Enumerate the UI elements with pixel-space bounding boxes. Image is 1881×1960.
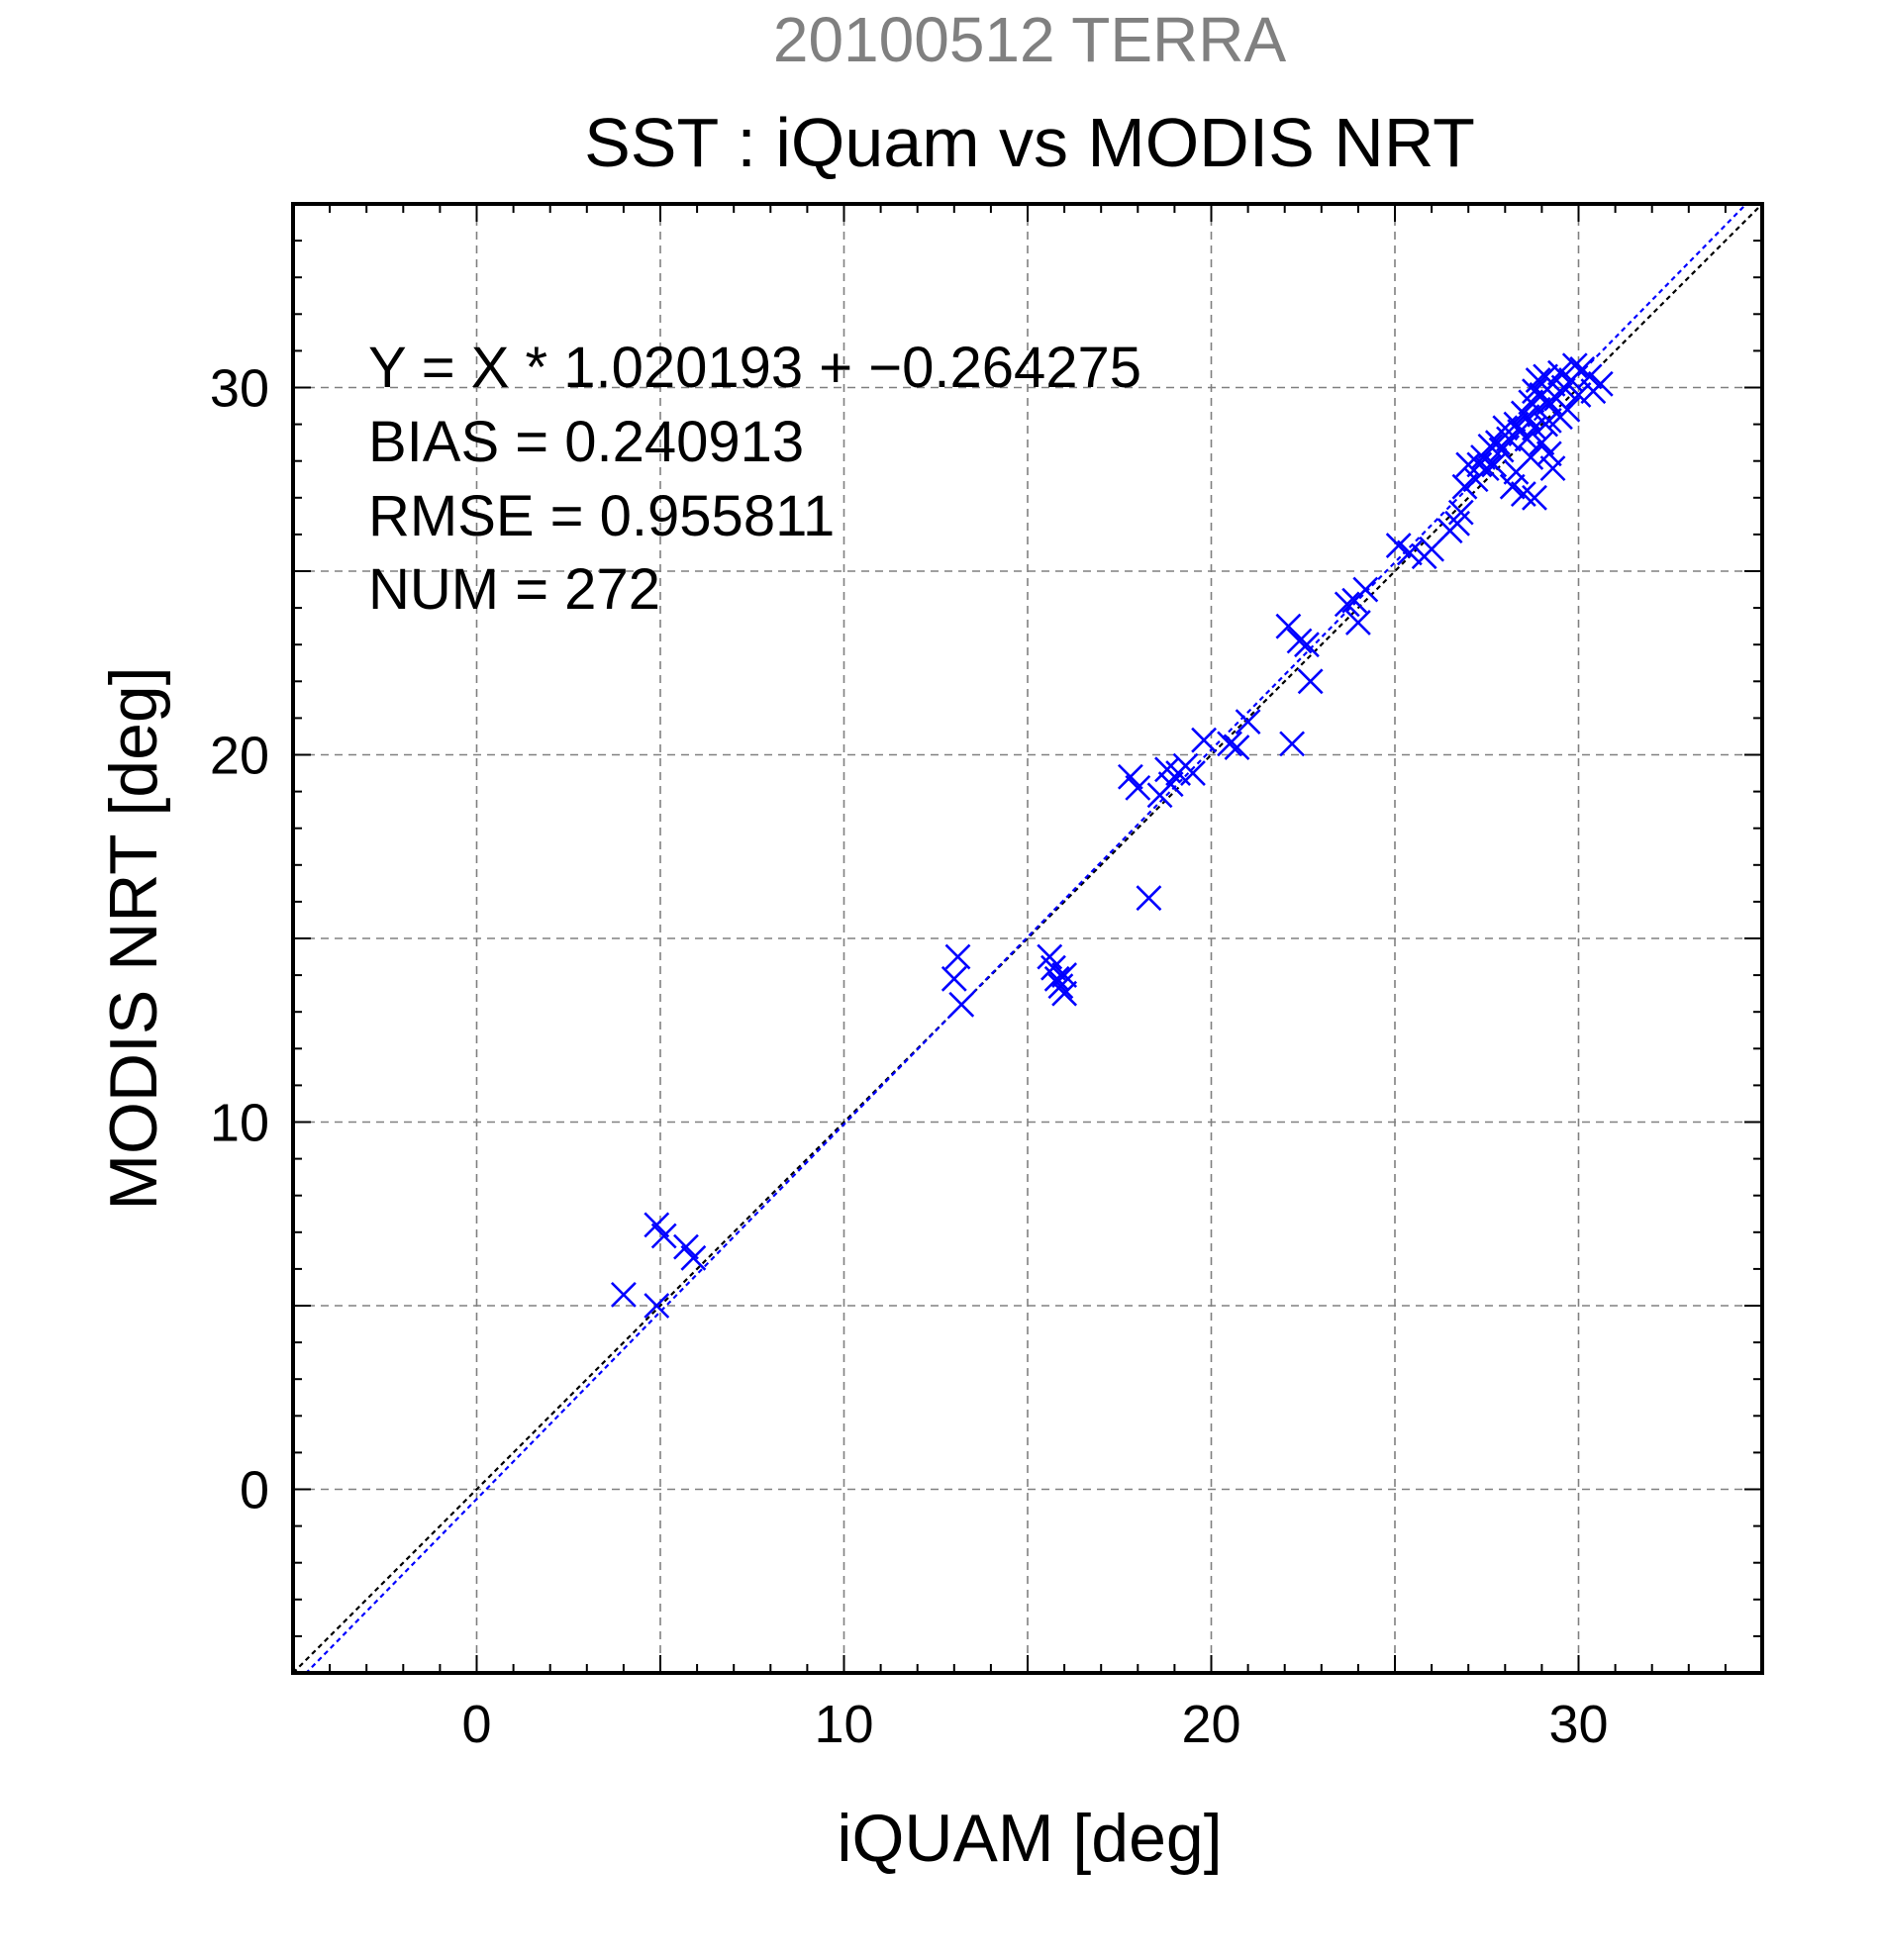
scatter-point — [1051, 980, 1078, 1007]
x-axis-label: iQUAM [deg] — [837, 1801, 1222, 1876]
stats-line-2: BIAS = 0.240913 — [368, 410, 804, 474]
scatter-point — [650, 1223, 677, 1249]
fit-line — [304, 204, 1748, 1673]
scatter-point — [1535, 407, 1562, 434]
scatter-point — [1576, 363, 1603, 390]
x-tick-label: 20 — [1181, 1695, 1240, 1754]
scatter-point — [680, 1244, 707, 1271]
scatter-point — [1396, 539, 1423, 566]
scatter-point — [1051, 962, 1078, 989]
scatter-point — [1235, 709, 1261, 735]
y-tick-label: 0 — [240, 1461, 269, 1520]
scatter-point — [1352, 576, 1379, 603]
scatter-point — [1344, 610, 1371, 636]
y-tick-label: 30 — [210, 359, 269, 419]
y-tick-label: 10 — [210, 1094, 269, 1153]
scatter-point — [1481, 451, 1508, 478]
scatter-point — [1514, 404, 1540, 431]
chart-supertitle: 20100512 TERRA — [773, 4, 1287, 75]
grid-layer — [293, 204, 1762, 1673]
stats-line-1: Y = X * 1.020193 + −0.264275 — [368, 336, 1141, 400]
tick-label-layer: 0 10 20 30 0 10 20 30 — [210, 359, 1609, 1755]
scatter-point — [1451, 473, 1478, 500]
scatter-point — [1385, 533, 1412, 558]
scatter-point — [1125, 774, 1151, 801]
y-axis-label: MODIS NRT [deg] — [96, 666, 171, 1210]
scatter-point — [610, 1281, 637, 1308]
scatter-point — [644, 1212, 670, 1238]
scatter-point — [1279, 731, 1306, 757]
scatter-point — [673, 1233, 699, 1260]
scatter-point — [1286, 628, 1313, 654]
scatter-point — [1224, 735, 1250, 760]
x-tick-label: 10 — [814, 1695, 873, 1754]
x-tick-label: 30 — [1548, 1695, 1608, 1754]
scatter-point — [1565, 382, 1592, 408]
stats-line-4: NUM = 272 — [368, 557, 660, 622]
scatter-point — [1535, 441, 1562, 467]
scatter-point — [1117, 763, 1143, 790]
scatter-point — [1191, 727, 1217, 753]
scatter-point — [1136, 885, 1162, 912]
scatter-point — [1587, 370, 1614, 397]
scatter-point — [644, 1293, 670, 1319]
scatter-point — [1180, 760, 1206, 786]
scatter-point — [1473, 455, 1500, 482]
scatter-point — [1539, 455, 1566, 482]
y-tick-label: 20 — [210, 727, 269, 786]
scatter-point — [1043, 965, 1070, 992]
scatter-point — [1496, 426, 1522, 452]
scatter-point — [1499, 473, 1526, 500]
scatter-point — [948, 991, 975, 1018]
scatter-point — [1297, 668, 1324, 695]
scatter-point — [1554, 396, 1581, 423]
scatter-point — [1294, 632, 1320, 658]
stats-line-3: RMSE = 0.955811 — [368, 484, 835, 548]
scatter-point — [1157, 771, 1184, 798]
scatter-point — [940, 965, 967, 992]
point-layer — [610, 352, 1614, 1319]
scatter-point — [1217, 731, 1242, 757]
x-tick-label: 0 — [461, 1695, 491, 1754]
scatter-point — [944, 943, 971, 970]
scatter-point — [1561, 352, 1588, 379]
scatter-point — [1447, 499, 1474, 526]
scatter-point — [1547, 359, 1573, 386]
scatter-point — [1334, 591, 1360, 618]
chart-title: SST : iQuam vs MODIS NRT — [584, 104, 1475, 181]
scatter-point — [1522, 484, 1547, 511]
plot-frame — [291, 202, 1764, 1675]
